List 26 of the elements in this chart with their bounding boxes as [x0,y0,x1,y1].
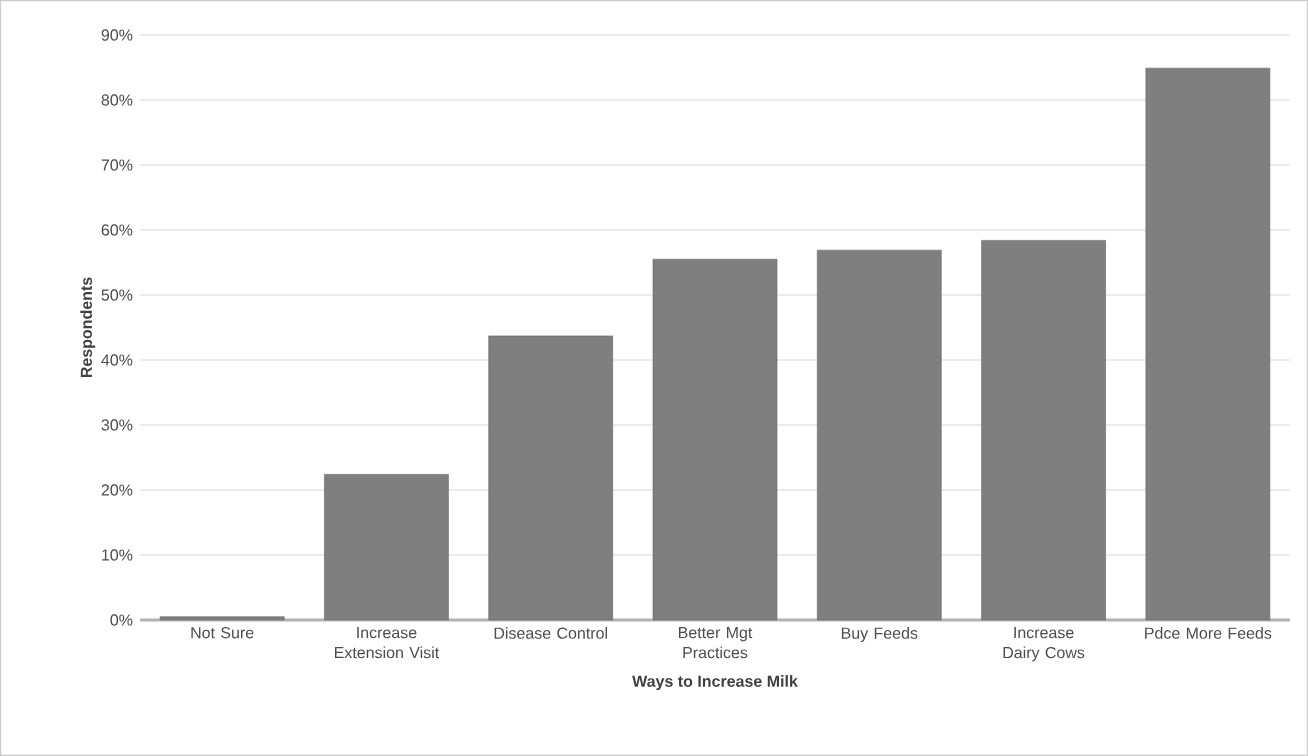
y-axis-title: Respondents [80,277,96,378]
x-tick-label: Pdce More Feeds [1145,627,1272,639]
bar [159,616,285,621]
y-tick-label: 40% [101,354,133,366]
x-tick-label: Better Mgt Practices [678,627,753,659]
bar [324,474,449,621]
y-tick-label: 60% [101,224,133,236]
y-tick-label: 20% [101,484,133,496]
y-tick-label: 30% [101,419,133,431]
x-tick-label: Increase Extension Visit [334,627,440,659]
y-tick-label: 70% [101,159,133,171]
bar [488,335,614,621]
bar [816,249,942,621]
x-tick-label: Not Sure [191,627,254,639]
x-tick-label: Disease Control [494,627,607,639]
y-tick-label: 80% [101,94,133,106]
y-tick-label: 10% [102,549,133,561]
bar [1145,67,1271,621]
bar [652,258,778,621]
x-tick-label: Buy Feeds [841,627,918,642]
bar [981,240,1106,621]
x-axis-title: Ways to Increase Milk [632,675,798,691]
x-tick-label: Increase Dairy Cows [1003,627,1085,662]
y-tick-label: 50% [101,289,133,301]
y-tick-label: 0% [110,614,133,626]
y-tick-label: 90% [101,29,133,41]
